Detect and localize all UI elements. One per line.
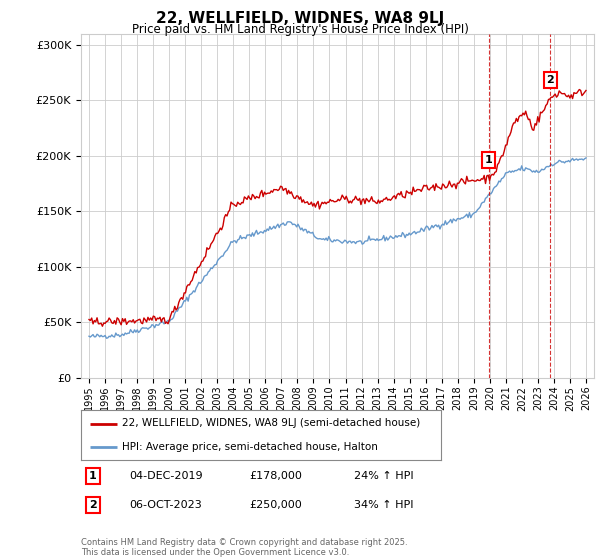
Text: 22, WELLFIELD, WIDNES, WA8 9LJ: 22, WELLFIELD, WIDNES, WA8 9LJ bbox=[156, 11, 444, 26]
Text: 04-DEC-2019: 04-DEC-2019 bbox=[129, 471, 203, 481]
Text: 24% ↑ HPI: 24% ↑ HPI bbox=[354, 471, 413, 481]
Text: 06-OCT-2023: 06-OCT-2023 bbox=[129, 500, 202, 510]
Text: 2: 2 bbox=[547, 75, 554, 85]
Text: 1: 1 bbox=[485, 155, 493, 165]
Text: 34% ↑ HPI: 34% ↑ HPI bbox=[354, 500, 413, 510]
Text: £178,000: £178,000 bbox=[249, 471, 302, 481]
Text: 1: 1 bbox=[89, 471, 97, 481]
Text: HPI: Average price, semi-detached house, Halton: HPI: Average price, semi-detached house,… bbox=[122, 441, 378, 451]
Text: Contains HM Land Registry data © Crown copyright and database right 2025.
This d: Contains HM Land Registry data © Crown c… bbox=[81, 538, 407, 557]
Text: 22, WELLFIELD, WIDNES, WA8 9LJ (semi-detached house): 22, WELLFIELD, WIDNES, WA8 9LJ (semi-det… bbox=[122, 418, 421, 428]
Text: £250,000: £250,000 bbox=[249, 500, 302, 510]
Text: Price paid vs. HM Land Registry's House Price Index (HPI): Price paid vs. HM Land Registry's House … bbox=[131, 23, 469, 36]
Text: 2: 2 bbox=[89, 500, 97, 510]
